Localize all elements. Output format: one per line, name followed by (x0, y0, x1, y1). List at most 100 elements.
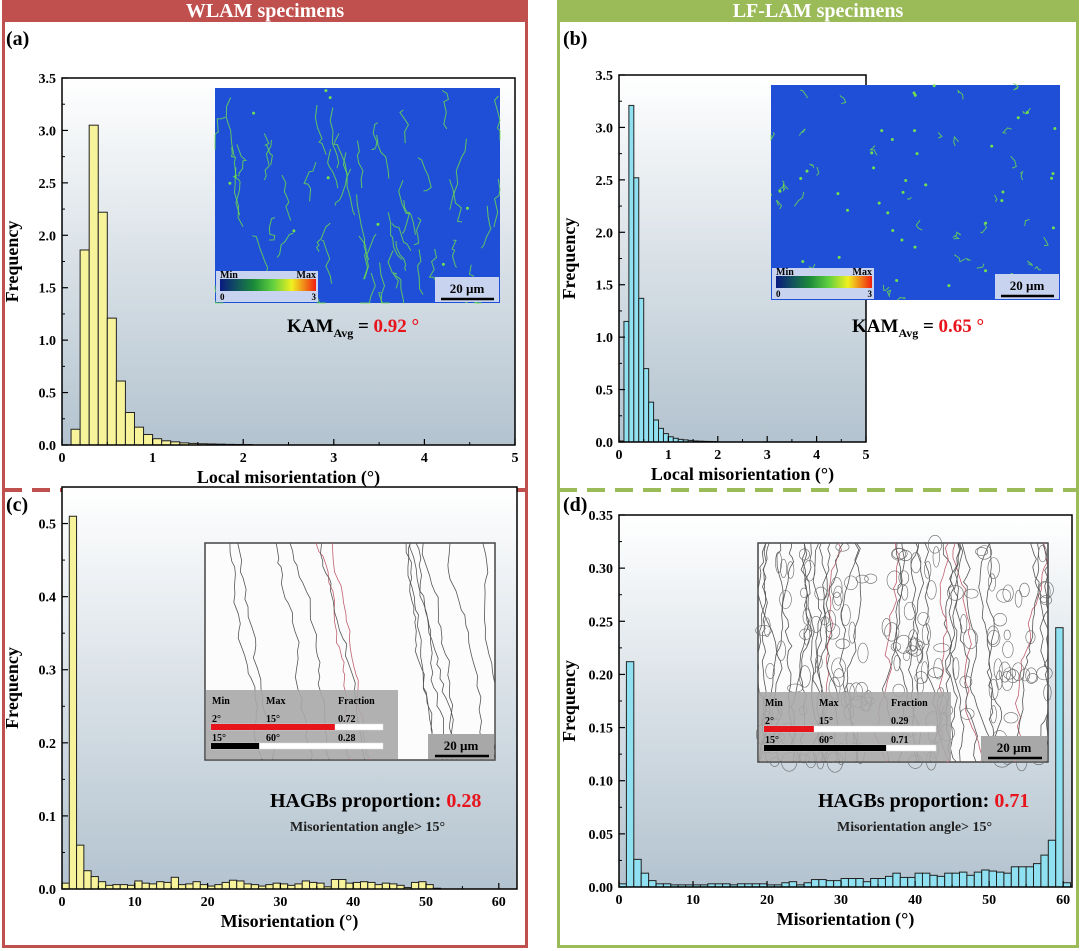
histogram-bar (143, 434, 154, 446)
histogram-bar (1055, 627, 1064, 888)
hagb-proportion-c: HAGBs proportion: 0.28 (270, 790, 481, 813)
y-tick-label: 0.1 (39, 810, 57, 825)
x-tick-label: 50 (419, 895, 433, 910)
kam-average-b: KAMAvg = 0.65 ° (852, 316, 984, 341)
histogram-bar (141, 882, 150, 890)
scale-bar-label: 20 µm (444, 738, 479, 753)
y-axis-label: Frequency (2, 221, 22, 303)
histogram-bar (628, 104, 635, 443)
y-tick-label: 0.00 (589, 881, 614, 896)
y-tick-label: 2.0 (596, 226, 614, 241)
histogram-bar (653, 419, 660, 443)
histogram-bar (862, 881, 872, 888)
y-tick-label: 1.5 (39, 282, 57, 297)
x-tick-label: 40 (908, 893, 922, 908)
histogram-bar (840, 877, 849, 888)
histogram-bar (899, 876, 909, 888)
scale-bar-label: 20 µm (1010, 278, 1045, 293)
histogram-bar (156, 881, 165, 890)
histogram-bar (951, 872, 960, 888)
colorbar-min-label: Min (776, 267, 794, 278)
legend-header: Max (266, 696, 285, 707)
colorbar-min-value: 0 (220, 292, 225, 302)
x-axis-label: Misorientation (°) (777, 909, 915, 930)
x-tick-label: 0 (59, 895, 66, 910)
misorientation-legend: Min Max Fraction 2° 15° 0.29 15° 60° 0.71 (759, 692, 951, 761)
panel-label-b: (b) (563, 28, 588, 50)
x-tick-label: 20 (760, 893, 774, 908)
histogram-bar (1033, 863, 1042, 888)
histogram-bar (1010, 866, 1020, 888)
kam-value: 0.65 ° (938, 316, 985, 337)
legend-cell: 15° (819, 716, 833, 727)
colorbar-max-value: 3 (868, 289, 873, 299)
y-tick-label: 2.5 (39, 177, 57, 192)
x-tick-label: 10 (128, 895, 142, 910)
histogram-bar (185, 883, 194, 890)
histogram-bar (243, 883, 252, 890)
y-tick-label: 0.0 (596, 436, 614, 451)
histogram-bar (788, 881, 798, 888)
legend-fraction-bar (764, 745, 887, 751)
legend-fraction-bar (211, 724, 335, 730)
scale-bar: 20 µm (981, 736, 1047, 761)
x-tick-label: 5 (863, 448, 870, 463)
kam-eq: = (918, 316, 939, 337)
histogram-bar (988, 870, 997, 888)
histogram-bar (658, 427, 664, 443)
histogram-bar (892, 872, 901, 888)
legend-header: Max (819, 698, 838, 709)
grain-map-inset-d: Min Max Fraction 2° 15° 0.29 15° 60° 0.71 20 µm (755, 535, 1054, 773)
histogram-bar (97, 881, 107, 890)
panel-label-d: (d) (563, 494, 588, 516)
hagb-label: HAGBs proportion: (270, 790, 447, 812)
colorbar-min-label: Min (220, 270, 238, 281)
histogram-bar (667, 436, 674, 443)
x-tick-label: 4 (813, 448, 820, 463)
histogram-bar (68, 515, 78, 890)
histogram-bar (929, 874, 938, 888)
histogram-bar (648, 401, 655, 443)
histogram-bar (367, 881, 376, 890)
histogram-bar (914, 872, 923, 888)
histogram-bar (944, 872, 953, 888)
legend-header: Min (765, 698, 783, 709)
scale-bar: 20 µm (435, 277, 499, 302)
kam-sub: Avg (898, 325, 919, 340)
colorbar-min-value: 0 (776, 289, 781, 299)
histogram-bar (148, 883, 158, 890)
kam-map-inset-b: Min Max 0 3 20 µm (770, 82, 1060, 301)
legend-header: Min (212, 696, 230, 707)
kam-map-inset-a: Min Max 0 3 20 µm (214, 88, 501, 304)
histogram-bar (884, 875, 894, 888)
colorbar-max-label: Max (853, 267, 872, 278)
hagb-note-c: Misorientation angle> 15° (290, 820, 446, 835)
y-axis-label: Frequency (559, 218, 579, 300)
y-tick-label: 0.5 (39, 518, 57, 533)
kam-prefix: KAM (287, 316, 334, 337)
colorbar: Min Max 0 3 (216, 270, 318, 302)
histogram-bar (921, 872, 931, 888)
histogram-bar (134, 880, 143, 890)
x-tick-label: 30 (834, 893, 848, 908)
x-tick-label: 3 (764, 448, 771, 463)
histogram-bar (272, 882, 281, 890)
hagb-note-d: Misorientation angle> 15° (837, 820, 993, 835)
histogram-bar (855, 877, 864, 888)
misorientation-legend: Min Max Fraction 2° 15° 0.72 15° 60° 0.28 (206, 690, 398, 759)
histogram-bar (83, 870, 92, 890)
x-tick-label: 50 (982, 893, 996, 908)
histogram-bar (294, 883, 303, 890)
kam-sub: Avg (333, 325, 354, 340)
y-tick-label: 0.2 (39, 737, 57, 752)
y-tick-label: 0.3 (39, 664, 57, 679)
scale-bar: 20 µm (428, 734, 494, 759)
histogram-bar (133, 426, 145, 446)
histogram-bar (1025, 866, 1035, 888)
histogram-bar (316, 882, 325, 890)
histogram-bar (115, 380, 126, 446)
histogram-bar (633, 177, 640, 443)
y-tick-label: 0.05 (589, 828, 614, 843)
y-tick-label: 0.20 (589, 668, 614, 683)
